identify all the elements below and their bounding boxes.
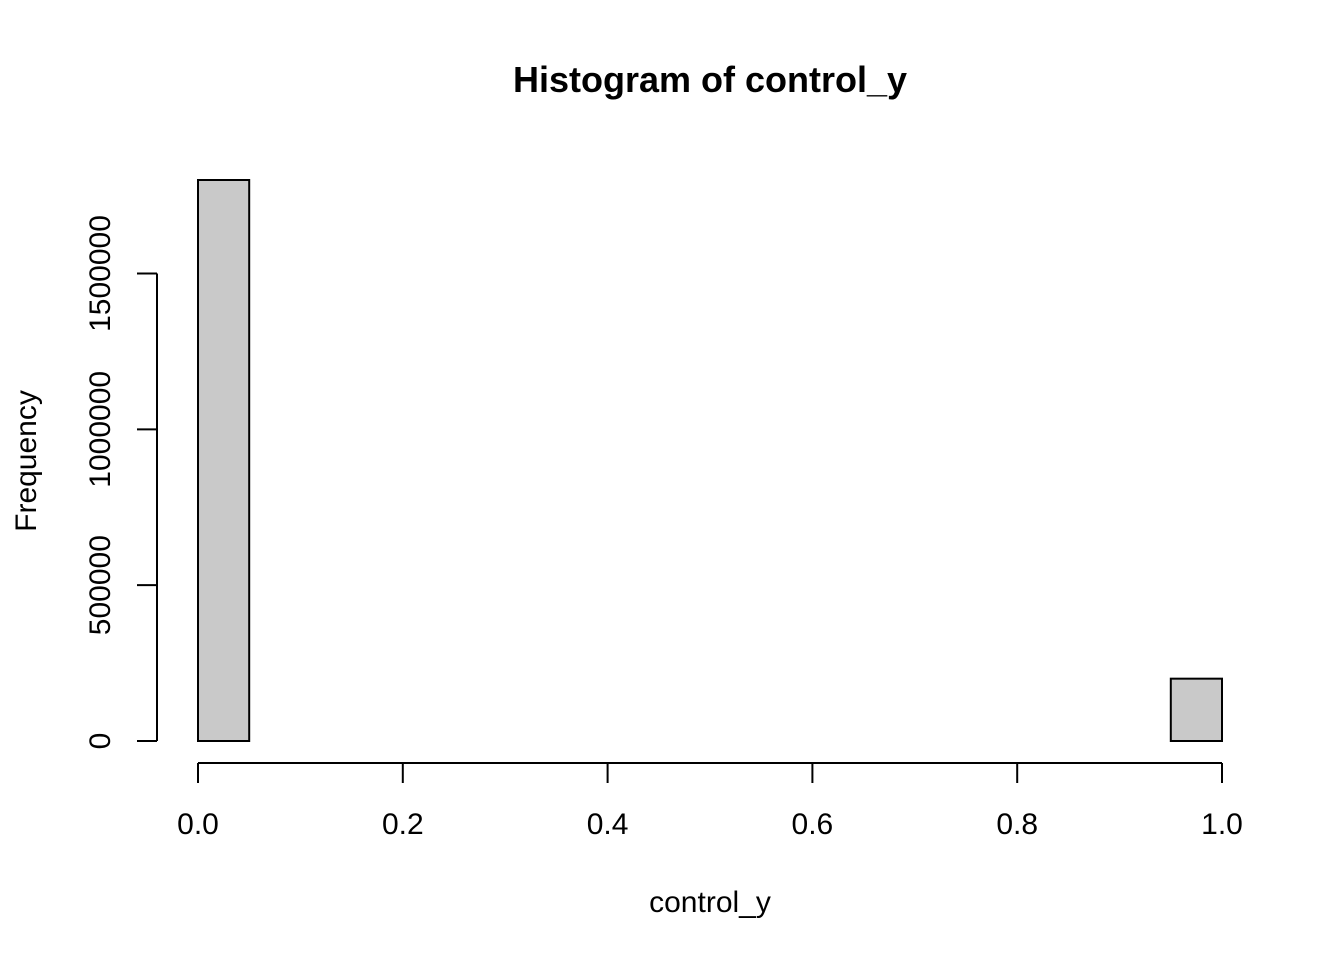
chart-title: Histogram of control_y [513, 59, 907, 100]
x-tick-label-0: 0.0 [177, 808, 219, 841]
x-tick-label-5: 1.0 [1201, 808, 1243, 841]
x-axis: 0.0 0.2 0.4 0.6 0.8 1.0 [177, 762, 1243, 841]
y-tick-label-0: 0 [84, 733, 117, 750]
bars-group [197, 179, 1224, 743]
histogram-bar-19 [1169, 677, 1224, 743]
x-tick-label-1: 0.2 [382, 808, 424, 841]
y-axis-label: Frequency [10, 390, 43, 532]
y-tick-label-1: 500000 [84, 535, 117, 635]
x-tick-label-4: 0.8 [996, 808, 1038, 841]
histogram-bar-0 [197, 179, 251, 742]
x-tick-label-2: 0.4 [587, 808, 629, 841]
y-tick-label-2: 1000000 [84, 371, 117, 488]
x-tick-label-3: 0.6 [792, 808, 834, 841]
x-axis-label: control_y [649, 886, 771, 919]
y-axis: 0 500000 1000000 1500000 [84, 215, 158, 750]
y-tick-label-3: 1500000 [84, 215, 117, 332]
